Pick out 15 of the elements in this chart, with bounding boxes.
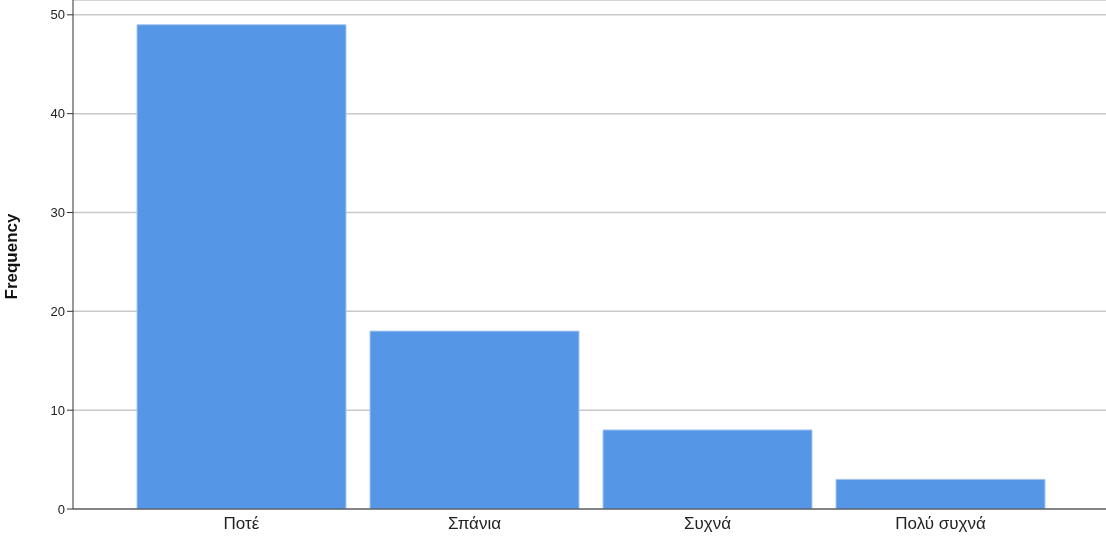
bar: [835, 478, 1046, 509]
y-tick-label: 20: [50, 303, 65, 319]
x-tick-label: Πολύ συχνά: [895, 514, 986, 534]
y-tick-label: 40: [50, 106, 65, 122]
y-tick-label: 30: [50, 205, 65, 221]
x-tick-label: Συχνά: [683, 514, 732, 534]
bar: [369, 330, 580, 509]
y-axis-title: Frequency: [2, 212, 22, 300]
bar: [136, 24, 347, 509]
y-tick-label: 0: [57, 501, 65, 517]
x-tick-label: Ποτέ: [223, 514, 260, 534]
y-tick-label: 50: [50, 7, 65, 23]
x-tick-label: Σπάνια: [447, 514, 502, 534]
y-tick-label: 10: [50, 402, 65, 418]
bar: [602, 429, 813, 509]
